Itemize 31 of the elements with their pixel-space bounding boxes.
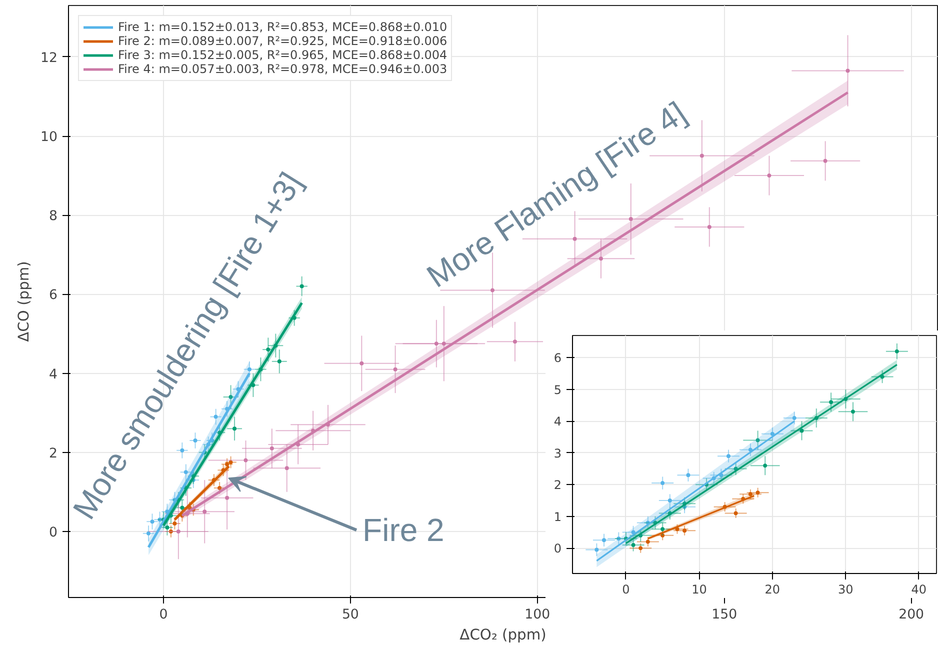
- x-axis-title: ΔCO₂ (ppm): [460, 626, 546, 644]
- y-tick-label: 8: [49, 209, 58, 224]
- x-tick-label: 0: [622, 582, 630, 596]
- x-tick-label: 10: [692, 582, 707, 596]
- y-tick-label: 0: [49, 525, 58, 540]
- legend-label: Fire 3: m=0.152±0.005, R²=0.965, MCE=0.868±0.004: [118, 48, 448, 62]
- y-tick-label: 2: [554, 478, 562, 492]
- legend-label: Fire 2: m=0.089±0.007, R²=0.925, MCE=0.918±0.006: [118, 34, 448, 48]
- y-tick-label: 6: [554, 351, 562, 366]
- annotation: Fire 2: [362, 512, 444, 548]
- x-tick-label: 50: [342, 608, 359, 622]
- y-tick-label: 10: [40, 130, 58, 145]
- y-axis-title: ΔCO (ppm): [16, 261, 33, 342]
- y-tick-label: 2: [49, 446, 58, 462]
- y-tick-label: 6: [49, 288, 58, 304]
- x-tick-label: 200: [898, 608, 924, 622]
- x-tick-label: 150: [712, 608, 738, 622]
- y-tick-label: 3: [554, 446, 562, 460]
- y-tick-label: 0: [554, 542, 562, 556]
- x-tick-label: 40: [911, 582, 927, 596]
- y-tick-label: 4: [554, 414, 562, 429]
- y-tick-label: 4: [49, 367, 58, 382]
- x-tick-label: 0: [159, 608, 168, 622]
- x-tick-label: 30: [838, 582, 854, 596]
- y-tick-label: 1: [554, 510, 562, 524]
- y-tick-label: 12: [40, 50, 58, 66]
- legend-label: Fire 4: m=0.057±0.003, R²=0.978, MCE=0.946±0.003: [118, 62, 448, 76]
- y-tick-label: 5: [554, 382, 562, 397]
- x-tick-label: 20: [764, 582, 780, 596]
- legend-label: Fire 1: m=0.152±0.013, R²=0.853, MCE=0.868±0.010: [118, 20, 448, 34]
- x-tick-label: 100: [524, 608, 550, 622]
